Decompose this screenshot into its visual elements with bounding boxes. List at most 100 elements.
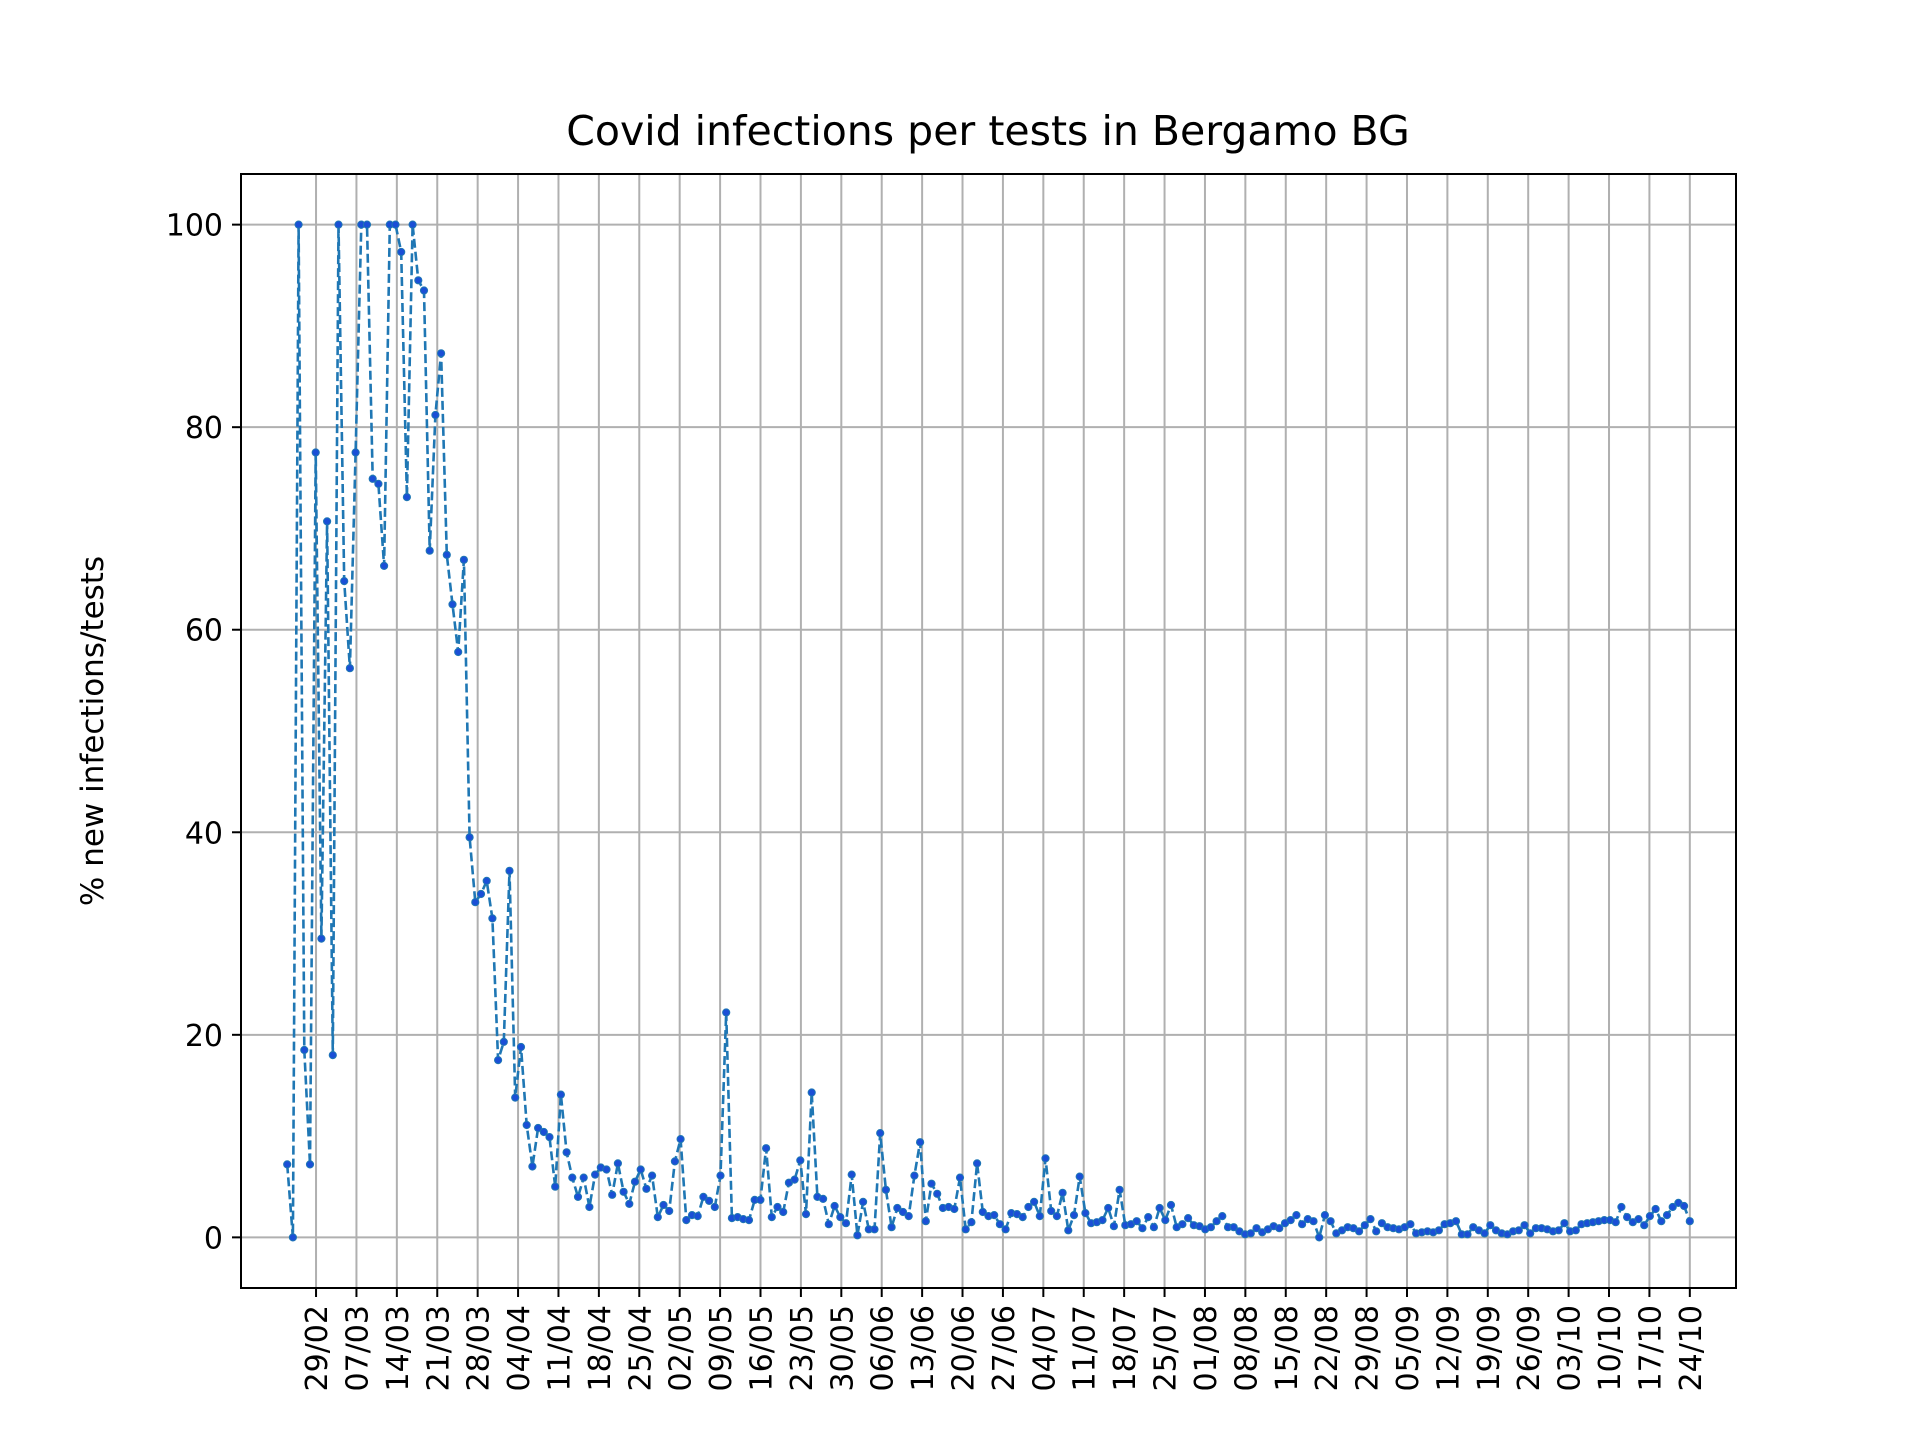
x-tick-label: 04/04 <box>502 1305 537 1391</box>
data-point <box>801 1210 811 1219</box>
data-point <box>1360 1221 1369 1230</box>
data-point <box>1024 1202 1033 1212</box>
data-point <box>1372 1227 1381 1236</box>
data-point <box>1035 1212 1044 1221</box>
data-point <box>950 1204 959 1214</box>
data-point <box>1161 1216 1170 1225</box>
data-point <box>300 1045 309 1055</box>
x-tick-label: 26/09 <box>1512 1305 1547 1391</box>
data-point <box>374 479 383 488</box>
data-point <box>516 1042 526 1052</box>
data-point <box>1058 1188 1067 1197</box>
data-point <box>961 1225 970 1234</box>
x-tick-label: 28/03 <box>462 1305 497 1391</box>
data-point <box>539 1127 548 1137</box>
data-point <box>1138 1224 1147 1233</box>
x-tick-label: 24/10 <box>1674 1305 1709 1391</box>
data-point <box>659 1200 668 1210</box>
data-point <box>1434 1226 1444 1235</box>
data-point <box>1406 1220 1415 1229</box>
data-point <box>454 647 463 657</box>
data-point <box>1668 1202 1677 1212</box>
data-point <box>625 1199 634 1209</box>
data-point <box>391 220 400 229</box>
data-point <box>1030 1197 1039 1207</box>
data-point <box>340 577 349 586</box>
data-point <box>767 1213 776 1222</box>
data-point <box>807 1088 816 1097</box>
data-point <box>1640 1221 1649 1230</box>
data-point <box>283 1160 292 1169</box>
data-point <box>1526 1229 1535 1238</box>
data-point <box>345 664 354 673</box>
data-point <box>910 1171 919 1180</box>
data-point <box>1155 1203 1164 1213</box>
data-point <box>1685 1217 1694 1226</box>
data-point <box>1315 1233 1324 1242</box>
x-tick-label: 30/05 <box>825 1305 860 1391</box>
data-point <box>585 1202 594 1212</box>
data-point <box>602 1165 611 1174</box>
data-point <box>311 448 320 457</box>
data-point <box>1286 1216 1295 1225</box>
data-point <box>1366 1215 1375 1224</box>
data-point <box>676 1135 685 1144</box>
data-point <box>881 1185 891 1194</box>
y-tick-label: 100 <box>166 209 223 244</box>
x-tick-label: 14/03 <box>381 1305 416 1391</box>
x-tick-label: 15/08 <box>1270 1305 1305 1391</box>
data-point <box>779 1207 788 1217</box>
data-point <box>351 448 360 457</box>
data-point <box>693 1212 702 1221</box>
data-point <box>1680 1201 1689 1211</box>
data-point <box>1064 1226 1073 1235</box>
data-point <box>836 1213 845 1222</box>
data-point <box>1144 1213 1153 1222</box>
x-tick-label: 18/07 <box>1108 1305 1143 1391</box>
data-point <box>545 1133 554 1142</box>
data-point <box>682 1216 691 1225</box>
data-point <box>642 1184 651 1193</box>
grid <box>241 174 1736 1288</box>
data-point <box>1001 1225 1010 1234</box>
data-point <box>824 1220 833 1229</box>
data-point <box>653 1213 662 1222</box>
x-tick-label: 22/08 <box>1310 1305 1345 1391</box>
x-tick-label: 21/03 <box>421 1305 456 1391</box>
data-point <box>1081 1209 1090 1218</box>
data-point <box>431 410 440 420</box>
data-point <box>904 1212 913 1221</box>
data-point <box>853 1231 862 1240</box>
x-tick-label: 09/05 <box>704 1305 739 1391</box>
x-axis: 29/02 07/03 14/03 21/03 28/03 04/04 11/04 18/04… <box>300 1288 1709 1391</box>
y-tick-label: 80 <box>185 411 223 446</box>
data-point <box>568 1173 577 1182</box>
data-point <box>528 1162 537 1171</box>
data-point <box>562 1148 571 1157</box>
data-point <box>1355 1227 1364 1236</box>
data-point <box>1298 1220 1307 1229</box>
data-point <box>505 866 514 875</box>
data-point <box>1377 1219 1387 1228</box>
data-point <box>1645 1212 1655 1221</box>
data-point <box>1662 1211 1672 1220</box>
data-point <box>1309 1217 1318 1226</box>
data-point <box>1623 1213 1632 1222</box>
data-point <box>471 898 480 907</box>
x-tick-label: 23/05 <box>785 1305 820 1391</box>
data-point <box>705 1196 714 1206</box>
data-point <box>591 1170 600 1179</box>
data-point <box>1275 1224 1284 1233</box>
data-point <box>1571 1226 1580 1235</box>
x-tick-label: 27/06 <box>987 1305 1022 1391</box>
data-point <box>927 1179 936 1188</box>
data-point <box>619 1187 628 1196</box>
data-point <box>534 1123 543 1133</box>
data-point <box>437 349 446 358</box>
data-point <box>670 1157 680 1166</box>
data-point <box>990 1211 999 1220</box>
x-tick-label: 03/10 <box>1553 1305 1588 1391</box>
data-point <box>608 1190 617 1199</box>
data-point <box>744 1216 754 1225</box>
data-point <box>1246 1229 1255 1238</box>
